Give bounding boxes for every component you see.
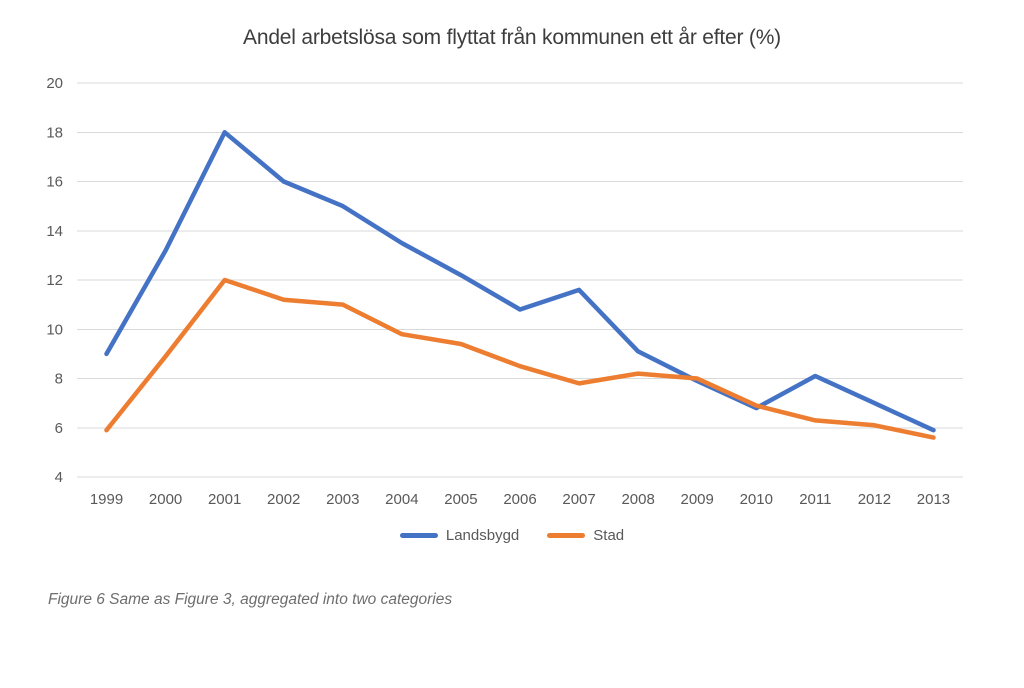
y-axis-tick-label: 20 <box>46 75 63 92</box>
series-line-landsbygd <box>104 130 936 433</box>
x-axis-tick-label: 1999 <box>90 491 123 508</box>
y-axis-tick-label: 4 <box>55 469 63 486</box>
y-axis-tick-label: 6 <box>55 420 63 437</box>
legend-label-stad: Stad <box>593 527 625 544</box>
x-axis-tick-label: 2006 <box>503 491 536 508</box>
x-axis-tick-label: 2000 <box>149 491 182 508</box>
x-axis-tick-label: 2007 <box>562 491 595 508</box>
x-axis-tick-label: 2001 <box>208 491 241 508</box>
x-axis-tick-label: 2009 <box>681 491 714 508</box>
line-chart-plot-area: 20 18 16 14 12 10 8 6 4 1999 2000 2001 2002 2003 2004 2… <box>46 75 963 508</box>
y-axis-tick-label: 12 <box>46 272 63 289</box>
x-axis-tick-label: 2008 <box>621 491 654 508</box>
stad-line-swatch-icon <box>547 533 586 538</box>
landsbygd-line-swatch-icon <box>399 533 438 538</box>
y-axis-tick-label: 16 <box>46 174 63 191</box>
y-axis-tick-label: 10 <box>46 321 63 338</box>
legend-item-landsbygd: Landsbygd <box>399 527 520 544</box>
x-axis-tick-label: 2012 <box>858 491 891 508</box>
x-axis-tick-label: 2004 <box>385 491 418 508</box>
series-line-stad <box>104 277 936 440</box>
figure-caption: Figure 6 Same as Figure 3, aggregated in… <box>48 591 453 608</box>
x-axis-tick-label: 2005 <box>444 491 477 508</box>
chart-title: Andel arbetslösa som flyttat från kommun… <box>243 26 781 49</box>
chart-legend: Landsbygd Stad <box>0 527 1024 544</box>
x-axis-tick-label: 2010 <box>740 491 773 508</box>
x-axis-tick-label: 2011 <box>799 491 831 508</box>
y-axis-tick-label: 18 <box>46 124 63 141</box>
x-axis-tick-label: 2002 <box>267 491 300 508</box>
y-axis-tick-label: 14 <box>46 223 63 240</box>
y-axis-tick-label: 8 <box>55 371 63 388</box>
x-axis-tick-label: 2003 <box>326 491 359 508</box>
legend-label-landsbygd: Landsbygd <box>445 527 520 544</box>
legend-item-stad: Stad <box>547 527 624 544</box>
x-axis-tick-label: 2013 <box>917 491 950 508</box>
